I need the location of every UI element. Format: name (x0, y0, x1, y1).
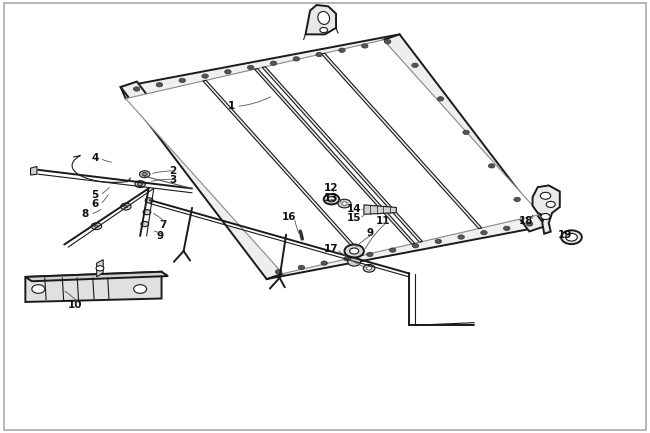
Circle shape (141, 221, 149, 226)
Circle shape (91, 223, 101, 229)
Text: 3: 3 (169, 175, 176, 185)
Circle shape (504, 226, 510, 230)
Polygon shape (25, 272, 162, 302)
Circle shape (134, 284, 147, 293)
Circle shape (202, 74, 208, 78)
Polygon shape (125, 40, 541, 274)
Text: 13: 13 (324, 193, 339, 203)
Circle shape (248, 65, 254, 70)
Circle shape (328, 197, 335, 202)
Text: 17: 17 (324, 244, 339, 254)
Text: 10: 10 (68, 300, 83, 310)
Circle shape (481, 230, 488, 235)
Circle shape (344, 245, 364, 258)
Text: 4: 4 (91, 153, 98, 163)
Circle shape (140, 171, 150, 178)
Polygon shape (121, 34, 404, 99)
Circle shape (270, 61, 277, 65)
Circle shape (435, 239, 441, 243)
Circle shape (316, 52, 322, 57)
Circle shape (135, 181, 146, 187)
Circle shape (179, 78, 185, 83)
Circle shape (121, 203, 131, 210)
Circle shape (463, 130, 469, 135)
Circle shape (344, 257, 350, 261)
Text: 6: 6 (91, 200, 98, 210)
Text: 15: 15 (347, 213, 361, 223)
Text: 18: 18 (519, 216, 533, 226)
Circle shape (138, 182, 143, 186)
Circle shape (561, 230, 582, 244)
Polygon shape (322, 53, 482, 229)
Polygon shape (384, 34, 545, 232)
Circle shape (225, 70, 231, 74)
Circle shape (361, 44, 368, 48)
Circle shape (339, 48, 345, 52)
Text: 14: 14 (347, 204, 361, 214)
Polygon shape (25, 272, 168, 281)
Circle shape (320, 27, 328, 32)
Circle shape (145, 198, 153, 203)
Circle shape (488, 164, 495, 168)
Text: 7: 7 (159, 220, 166, 230)
Text: 12: 12 (324, 184, 339, 194)
Circle shape (363, 265, 375, 272)
Circle shape (324, 194, 339, 204)
Circle shape (367, 252, 373, 257)
Circle shape (514, 197, 521, 202)
Circle shape (156, 83, 162, 87)
Circle shape (348, 258, 361, 266)
Polygon shape (262, 214, 545, 279)
Polygon shape (532, 185, 560, 234)
Polygon shape (306, 5, 336, 34)
Text: 8: 8 (81, 209, 88, 220)
Text: 9: 9 (367, 228, 374, 238)
Circle shape (342, 202, 347, 205)
Circle shape (540, 192, 551, 199)
Text: 5: 5 (91, 190, 98, 200)
Circle shape (367, 267, 372, 270)
Circle shape (276, 270, 282, 274)
Polygon shape (255, 68, 415, 244)
Circle shape (389, 248, 396, 252)
Circle shape (384, 39, 391, 44)
Circle shape (142, 172, 148, 176)
Circle shape (437, 97, 444, 101)
Circle shape (566, 233, 577, 241)
Text: 9: 9 (156, 231, 163, 241)
Polygon shape (262, 67, 422, 242)
Circle shape (298, 265, 305, 270)
Circle shape (94, 225, 98, 227)
Circle shape (133, 87, 140, 91)
Ellipse shape (318, 12, 330, 24)
Polygon shape (97, 260, 103, 277)
Circle shape (526, 222, 533, 226)
Text: 16: 16 (282, 212, 296, 223)
Circle shape (96, 266, 104, 271)
Polygon shape (364, 205, 396, 214)
Circle shape (411, 63, 418, 68)
Circle shape (338, 199, 351, 208)
Text: 19: 19 (558, 229, 572, 239)
Polygon shape (203, 80, 363, 256)
Circle shape (293, 57, 300, 61)
Circle shape (412, 243, 419, 248)
Circle shape (321, 261, 328, 265)
Circle shape (32, 284, 45, 293)
Circle shape (458, 235, 464, 239)
Text: 11: 11 (376, 216, 391, 226)
Circle shape (124, 205, 128, 208)
Circle shape (350, 248, 359, 254)
Polygon shape (121, 81, 283, 279)
Text: 1: 1 (227, 101, 235, 111)
Text: 2: 2 (169, 166, 176, 176)
Circle shape (143, 210, 151, 215)
Polygon shape (31, 166, 37, 175)
Circle shape (541, 213, 550, 220)
Circle shape (546, 201, 555, 207)
